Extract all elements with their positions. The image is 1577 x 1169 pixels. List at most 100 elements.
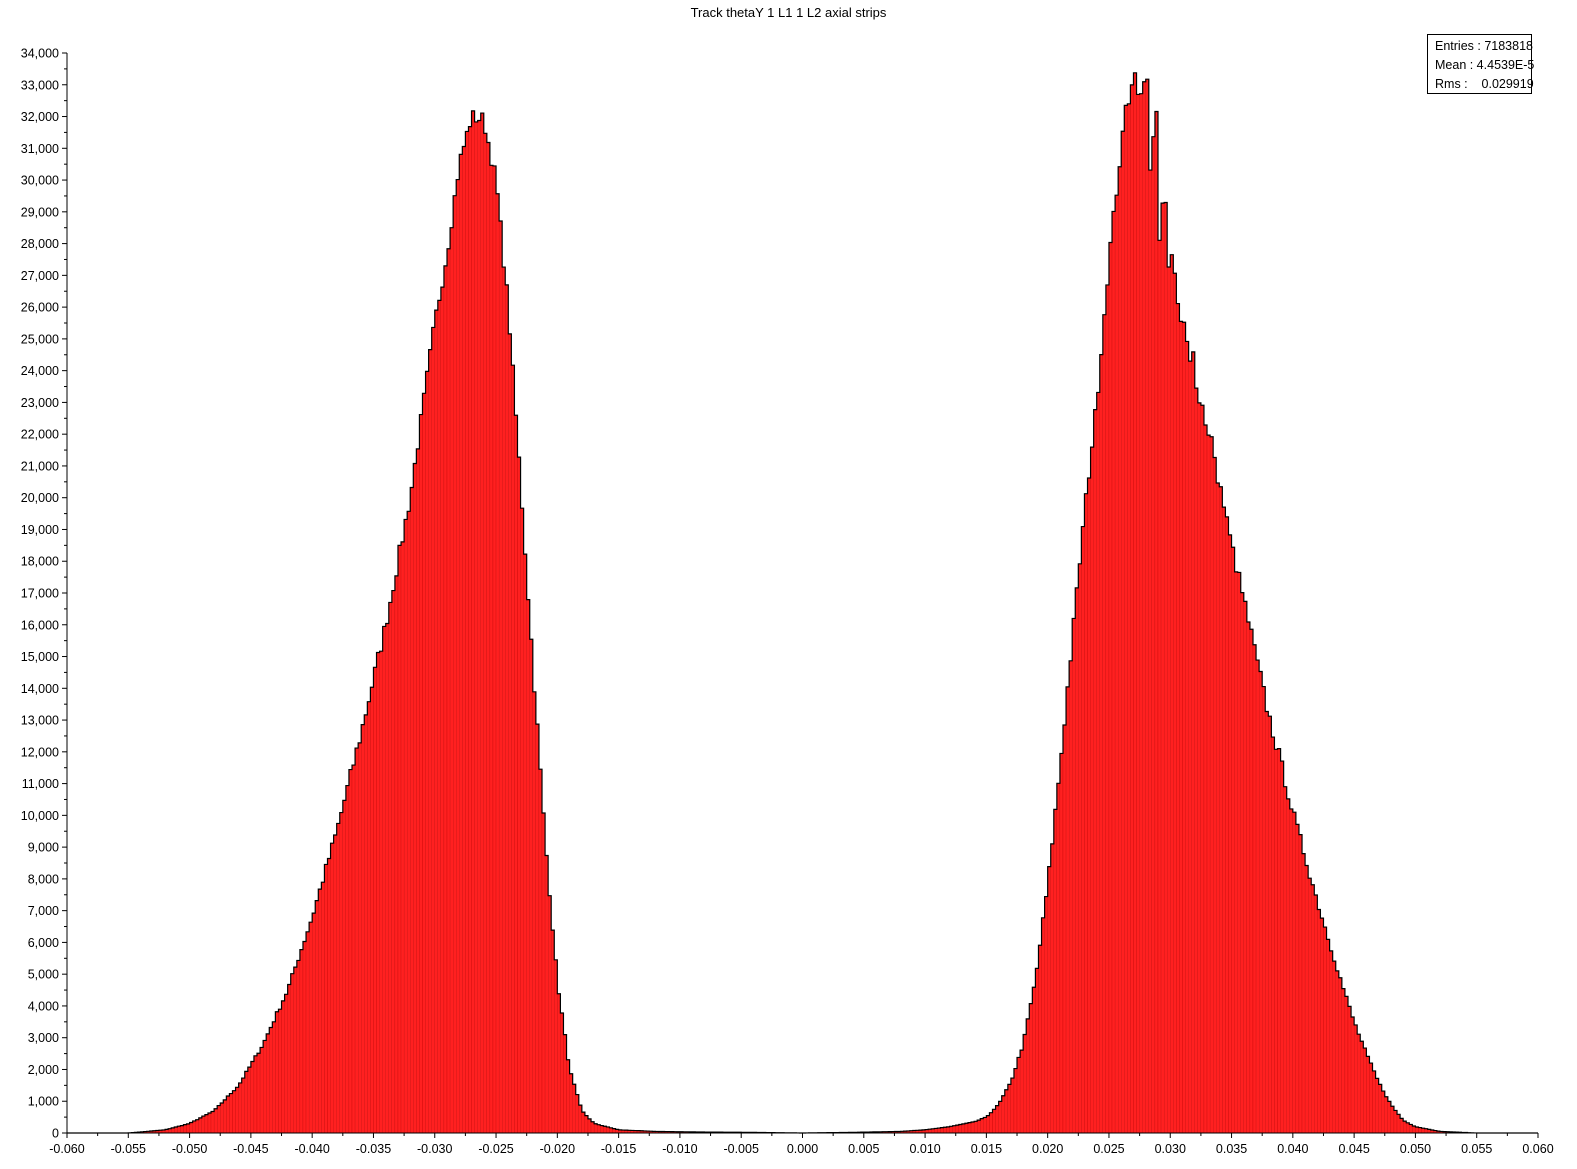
x-tick-label: -0.040 [294,1142,329,1156]
histogram-bar [1081,526,1085,1134]
y-tick-label: 10,000 [21,809,59,823]
histogram-bar [373,667,377,1134]
histogram-bar [523,553,527,1134]
histogram-bar [1044,896,1048,1134]
x-tick-label: 0.000 [787,1142,818,1156]
histogram-bar [284,994,288,1134]
histogram-bar [970,1121,975,1134]
histogram-bar [961,1123,966,1134]
histogram-bar [1219,486,1223,1134]
y-tick-label: 20,000 [21,491,59,505]
histogram-bar [1292,812,1297,1134]
y-tick-label: 0 [52,1127,59,1141]
histogram-bar [238,1082,242,1134]
histogram-bar [1062,724,1067,1134]
histogram-bar [1314,894,1318,1134]
x-tick-label: 0.025 [1093,1142,1124,1156]
histogram-bar [342,800,347,1134]
histogram-bar [361,724,365,1134]
histogram-bar [1154,111,1159,1134]
histogram-bar [492,165,497,1134]
histogram-bar [1381,1090,1385,1134]
histogram-bar [1065,686,1070,1134]
histogram-bar [1047,866,1051,1134]
histogram-bar [1295,824,1300,1134]
histogram-bar [428,349,432,1134]
histogram-bar [1124,105,1128,1134]
histogram-bar [465,131,469,1134]
histogram-bar [1265,711,1269,1134]
histogram-bar [367,701,371,1134]
histogram-bar [1108,242,1113,1134]
histogram-bar [502,266,506,1134]
histogram-bar [520,508,524,1134]
histogram-bar [1234,571,1238,1134]
histogram-bar [299,949,304,1134]
histogram-bar [1075,587,1079,1134]
histogram-bar [290,973,294,1134]
histogram-bar [419,414,423,1134]
histogram-bar [1213,457,1217,1134]
stats-box: Entries : 7183818 Mean : 4.4539E-5 Rms :… [1427,34,1535,94]
x-tick-label: -0.025 [478,1142,513,1156]
histogram-bar [548,895,552,1134]
histogram-bar [1240,592,1244,1134]
histogram-bar [480,112,484,1134]
histogram-bar [1286,798,1290,1134]
histogram-bar [1182,322,1186,1134]
histogram-bar [315,900,319,1134]
axes: 0 1,000 2,000 3,000 4,000 5,000 6,000 7,000 8,00… [21,47,1554,1157]
histogram-bar [1200,405,1205,1134]
histogram-bar [557,993,561,1134]
histogram-bar [278,1009,282,1134]
y-tick-label: 2,000 [28,1063,59,1077]
histogram-bar [1087,477,1091,1134]
y-tick-label: 13,000 [21,714,59,728]
histogram-bar [223,1099,227,1134]
histogram-bar [483,133,487,1134]
histogram-bar [508,333,512,1134]
histogram-bar [1350,1016,1355,1134]
histogram-bar [330,843,334,1134]
histogram-bar [201,1115,206,1134]
histogram-bar [379,651,383,1134]
histogram-bar [526,599,530,1134]
x-tick-label: -0.050 [172,1142,207,1156]
histogram-bar [1096,392,1100,1134]
histogram-bar [217,1105,221,1134]
histogram-bar [1347,1006,1352,1134]
histogram-bar [1335,970,1339,1134]
y-tick-label: 3,000 [28,1031,59,1045]
histogram-bar [1255,659,1260,1134]
y-tick-label: 18,000 [21,555,59,569]
histogram-bar [1252,644,1257,1134]
histogram-bar [1151,136,1156,1134]
histogram-bar [1317,909,1321,1134]
histogram-bar [250,1061,255,1134]
stats-mean: Mean : 4.4539E-5 [1435,58,1535,72]
y-tick-label: 6,000 [28,936,59,950]
histogram-bar [551,930,555,1134]
y-tick-label: 14,000 [21,682,59,696]
histogram-bar [1102,314,1107,1134]
histogram-bar [394,575,399,1134]
histogram-bar [1114,195,1119,1134]
histogram-bar [538,769,543,1134]
histogram-bar [437,300,442,1134]
histogram-bar [312,912,316,1134]
y-tick-label: 31,000 [21,142,59,156]
histogram-bar [1019,1050,1024,1134]
histogram-bar [1225,516,1229,1134]
histogram-bar [391,590,396,1134]
histogram-bar [1384,1096,1388,1134]
histogram-bar [1203,424,1208,1134]
histogram-bar [1090,447,1094,1134]
histogram-bar [1010,1077,1015,1134]
histogram-bar [514,415,518,1134]
histogram-bar [958,1124,962,1134]
histogram-bar [1068,660,1073,1134]
histogram-bar [232,1090,236,1134]
histogram-bar [443,265,448,1134]
histogram-bar [1084,493,1088,1134]
histogram-bar [1320,918,1324,1134]
